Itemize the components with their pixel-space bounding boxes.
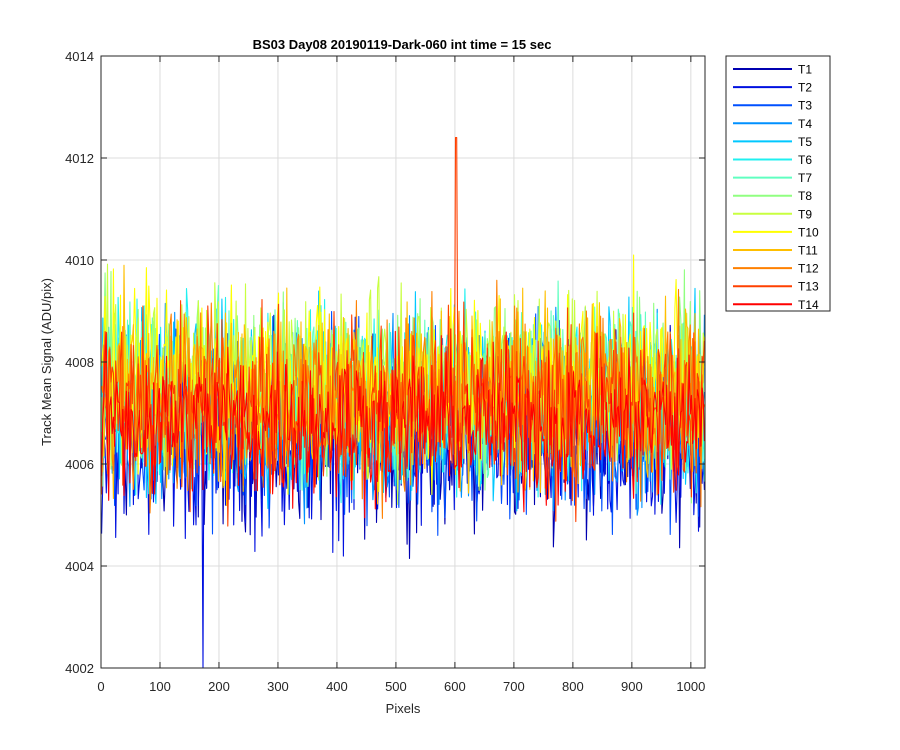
x-tick-label-10: 1000 <box>676 679 705 694</box>
legend-label-t8: T8 <box>798 189 812 203</box>
x-axis-label: Pixels <box>386 701 421 716</box>
x-tick-label-8: 800 <box>562 679 584 694</box>
legend-label-t12: T12 <box>798 262 819 276</box>
x-tick-label-9: 900 <box>621 679 643 694</box>
legend-label-t6: T6 <box>798 153 812 167</box>
legend-label-t7: T7 <box>798 171 812 185</box>
y-tick-label-3: 4008 <box>65 355 94 370</box>
legend-label-t2: T2 <box>798 81 812 95</box>
x-tick-label-6: 600 <box>444 679 466 694</box>
legend-label-t5: T5 <box>798 135 812 149</box>
legend-label-t3: T3 <box>798 99 812 113</box>
data-series <box>101 137 705 669</box>
y-tick-label-0: 4002 <box>65 661 94 676</box>
legend-label-t14: T14 <box>798 298 819 312</box>
x-tick-label-7: 700 <box>503 679 525 694</box>
x-tick-label-5: 500 <box>385 679 407 694</box>
x-tick-label-0: 0 <box>97 679 104 694</box>
series-line-t14 <box>101 328 705 519</box>
y-tick-label-1: 4004 <box>65 559 94 574</box>
x-tick-label-4: 400 <box>326 679 348 694</box>
legend: T1 T2 T3 T4 T5 T6 T7 T8 T9 T10 T11 T12 T13 T14 <box>725 55 831 312</box>
legend-label-t1: T1 <box>798 63 812 77</box>
y-axis-label: Track Mean Signal (ADU/pix) <box>39 278 54 446</box>
legend-label-t10: T10 <box>798 225 819 239</box>
y-tick-label-2: 4006 <box>65 457 94 472</box>
axis-ticks: 0 100 200 300 400 500 600 700 800 900 1000 4002 4004… <box>65 49 705 694</box>
x-tick-label-1: 100 <box>149 679 171 694</box>
y-tick-label-5: 4012 <box>65 151 94 166</box>
legend-label-t9: T9 <box>798 207 812 221</box>
y-tick-label-6: 4014 <box>65 49 94 64</box>
legend-label-t11: T11 <box>798 244 818 258</box>
legend-label-t4: T4 <box>798 117 812 131</box>
legend-label-t13: T13 <box>798 280 819 294</box>
y-tick-label-4: 4010 <box>65 253 94 268</box>
x-tick-label-2: 200 <box>208 679 230 694</box>
chart-title: BS03 Day08 20190119-Dark-060 int time = … <box>253 37 552 52</box>
x-tick-label-3: 300 <box>267 679 289 694</box>
